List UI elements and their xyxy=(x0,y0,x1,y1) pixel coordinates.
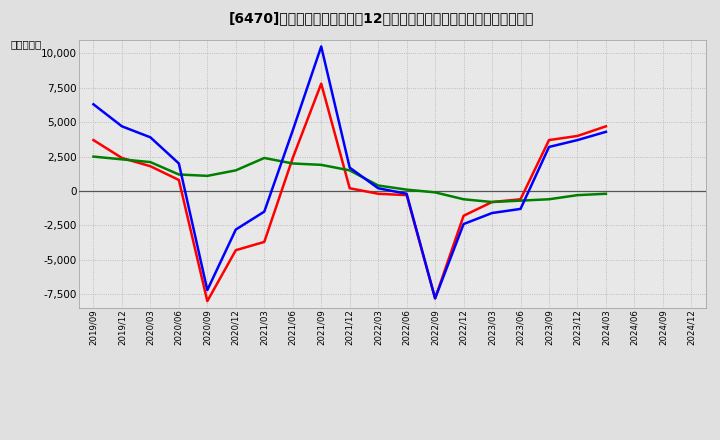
Text: [6470]　キャッシュフローの12か月移動合計の対前年同期増減額の推移: [6470] キャッシュフローの12か月移動合計の対前年同期増減額の推移 xyxy=(229,11,534,25)
Legend: 営業CF, 投資CF, フリーCF: 営業CF, 投資CF, フリーCF xyxy=(235,434,550,440)
Text: （百万円）: （百万円） xyxy=(10,40,42,50)
